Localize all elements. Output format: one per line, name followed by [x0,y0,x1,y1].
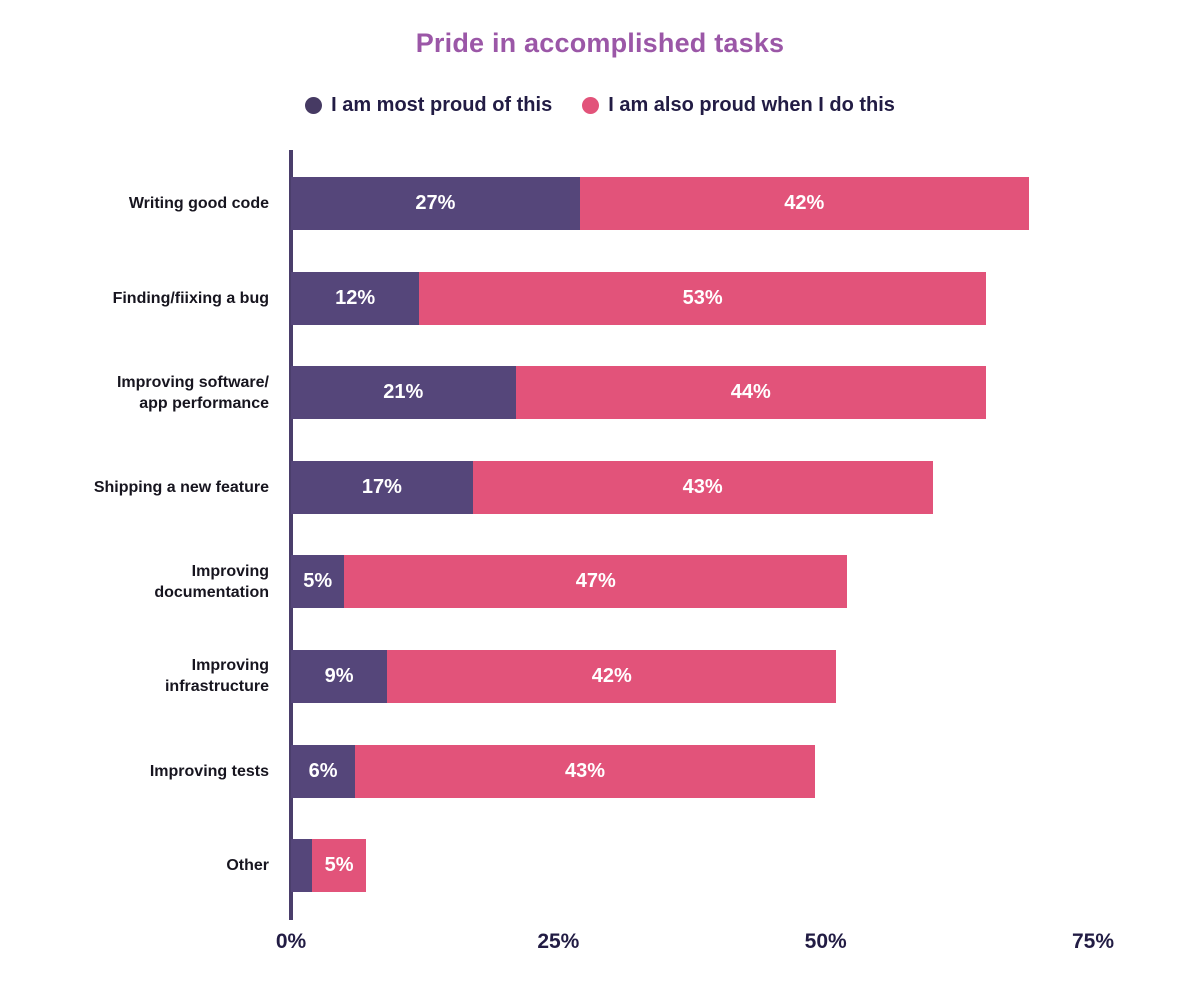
category-label: Other [226,857,269,875]
value-label: 43% [682,475,723,498]
bar-segment-most-proud: 27% [291,177,580,230]
value-label: 43% [565,759,606,782]
bar-segment-also-proud: 42% [387,649,837,703]
value-label: 42% [591,664,632,687]
legend-dot-most-proud-icon [305,97,323,114]
value-label: 9% [324,664,354,687]
bar-segment-most-proud: 6% [291,744,356,798]
bar-rows: Writing good code 27% 42% Finding/fiixing a… [0,177,1200,893]
category-label: Improving documentation [154,562,269,601]
legend: I am most proud of this I am also proud … [0,94,1200,117]
value-label: 44% [730,381,771,404]
bar-segment-most-proud [291,839,313,893]
bar-row: Shipping a new feature 17% 43% [0,460,1200,514]
legend-label-most-proud: I am most proud of this [331,94,553,116]
bar-row: Writing good code 27% 42% [0,177,1200,230]
bar-track: 27% 42% [291,177,1029,230]
bar-segment-most-proud: 9% [291,649,388,703]
value-label: 53% [682,286,723,309]
bar-segment-also-proud: 5% [312,839,366,893]
legend-item-also-proud: I am also proud when I do this [582,94,895,117]
y-axis-line [289,150,293,920]
value-label: 6% [308,759,338,782]
bar-segment-also-proud: 43% [472,460,933,514]
category-label: Improving tests [149,762,269,780]
legend-item-most-proud: I am most proud of this [305,94,552,117]
bar-row: Improving software/app performance 21% 44% [0,366,1200,420]
x-axis-tick-label: 0% [275,930,307,953]
x-axis-tick-label: 75% [1071,930,1115,953]
bar-row: Improving tests 6% 43% [0,744,1200,798]
value-label: 17% [361,475,402,498]
category-label: Improving software/app performance [116,373,269,412]
bar-row: Improving documentation 5% 47% [0,555,1200,609]
bar-segment-most-proud: 12% [291,271,420,325]
bar-track: 12% 53% [291,271,987,325]
bar-segment-most-proud: 21% [291,366,516,420]
bar-row: Improving infrastructure 9% 42% [0,649,1200,703]
category-label: Shipping a new feature [93,478,269,496]
value-label: 47% [575,570,616,593]
bar-track: 6% 43% [291,744,815,798]
bar-row: Other 5% [0,839,1200,893]
bar-segment-also-proud: 42% [579,177,1029,230]
category-label: Finding/fiixing a bug [112,289,269,307]
value-label: 5% [324,854,354,877]
value-label: 5% [303,570,333,593]
bar-segment-also-proud: 47% [344,555,848,609]
bar-track: 5% [291,839,366,893]
bar-segment-most-proud: 17% [291,460,473,514]
x-axis: 0% 25% 50% 75% [276,920,1115,965]
value-label: 21% [383,381,424,404]
bar-track: 5% 47% [291,555,848,609]
bar-segment-also-proud: 53% [419,271,987,325]
category-label: Improving infrastructure [164,657,269,696]
bar-row: Finding/fiixing a bug 12% 53% [0,271,1200,325]
bar-segment-also-proud: 43% [355,744,815,798]
category-label: Writing good code [128,195,269,212]
legend-dot-also-proud-icon [582,97,600,114]
bar-track: 17% 43% [291,460,933,514]
x-axis-tick-label: 50% [804,930,847,953]
x-axis-tick-label: 25% [537,930,580,953]
bar-segment-also-proud: 44% [515,366,987,420]
bar-track: 21% 44% [291,366,987,420]
bar-track: 9% 42% [291,649,837,703]
value-label: 27% [415,192,456,214]
legend-label-also-proud: I am also proud when I do this [608,94,895,116]
chart-title: Pride in accomplished tasks [415,28,785,58]
plot-area: Writing good code 27% 42% Finding/fiixing a… [0,150,1200,985]
value-label: 12% [335,286,376,309]
bar-segment-most-proud: 5% [291,555,345,609]
value-label: 42% [784,192,825,214]
